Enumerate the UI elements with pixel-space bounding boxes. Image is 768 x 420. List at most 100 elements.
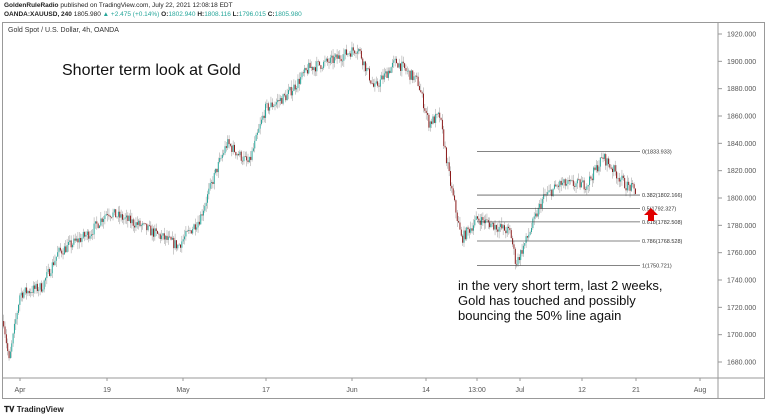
candle-body (273, 105, 275, 107)
candle-body (346, 49, 348, 55)
candle-body (378, 85, 380, 87)
candle-body (227, 139, 229, 148)
candle-body (464, 230, 466, 240)
candle-body (559, 180, 561, 187)
chart-frame (2, 22, 765, 399)
candle-body (212, 181, 214, 185)
candle-body (196, 227, 198, 230)
candle-body (158, 233, 160, 235)
candle-body (217, 161, 219, 173)
candle-body (63, 246, 65, 255)
y-tick-label: 1840.000 (727, 141, 756, 148)
candle-body (209, 183, 211, 189)
candle-body (486, 219, 488, 221)
candle-body (417, 76, 419, 86)
candle-body (66, 245, 68, 253)
candle-body (564, 179, 566, 186)
candle-body (215, 168, 217, 173)
y-tick-label: 1820.000 (727, 168, 756, 175)
candle-body (18, 304, 19, 313)
candle-body (72, 244, 73, 248)
candle-body (93, 223, 95, 235)
candle-body (321, 68, 323, 69)
note-line: bouncing the 50% line again (458, 308, 622, 323)
candle-body (394, 58, 396, 61)
candle-body (572, 180, 574, 186)
candle-body (189, 230, 191, 231)
candle-body (119, 211, 121, 218)
candle-body (73, 238, 75, 245)
c-label: C: (267, 11, 275, 18)
candle-body (491, 222, 493, 224)
x-tick-label: 19 (103, 387, 111, 394)
candle-body (265, 103, 267, 118)
candle-body (67, 242, 69, 246)
candle-body (261, 119, 262, 124)
candle-body (117, 211, 119, 217)
candle-body (94, 221, 96, 224)
candle-body (148, 225, 150, 226)
candle-body (618, 177, 620, 182)
candle-body (517, 257, 519, 265)
candle-body (628, 181, 630, 186)
candle-body (472, 225, 474, 231)
candle-body (460, 229, 462, 236)
candle-body (355, 53, 357, 54)
candle-body (327, 58, 329, 62)
candle-body (45, 278, 46, 281)
candle-body (336, 54, 338, 59)
candle-body (387, 70, 389, 78)
candle-body (78, 237, 80, 243)
candle-body (213, 172, 215, 185)
candle-body (516, 263, 518, 265)
candle-body (462, 235, 464, 243)
candle-body (435, 113, 437, 123)
publish-info: GoldenRuleRadio published on TradingView… (4, 2, 233, 9)
candle-body (342, 60, 343, 62)
candle-body (42, 289, 44, 292)
candle-body (116, 216, 118, 218)
candle-body (57, 252, 59, 257)
fib-level-label: 0.382(1802.166) (642, 193, 683, 199)
candle-body (518, 257, 520, 261)
candle-body (15, 319, 17, 324)
candle-body (198, 221, 200, 225)
candle-body (140, 225, 142, 227)
y-tick-label: 1860.000 (727, 114, 756, 121)
candle-body (247, 160, 249, 163)
candle-body (396, 58, 397, 64)
candle-body (142, 223, 144, 226)
candle-body (39, 283, 41, 290)
candle-body (475, 216, 477, 220)
x-tick-label: Aug (694, 387, 707, 394)
candle-body (104, 215, 106, 220)
candle-body (53, 262, 55, 266)
candle-body (285, 95, 287, 101)
candle-body (400, 63, 402, 71)
candle-body (186, 230, 188, 232)
candle-body (252, 148, 254, 151)
candle-body (224, 146, 226, 154)
candle-body (329, 57, 331, 63)
candle-body (319, 61, 321, 66)
candle-body (305, 68, 307, 70)
candle-body (526, 236, 528, 238)
candle-body (563, 179, 565, 183)
candle-body (19, 295, 21, 305)
candle-body (340, 58, 342, 62)
candle-body (540, 203, 542, 209)
fib-level-label: 0.618(1782.508) (642, 220, 683, 226)
candle-body (560, 180, 562, 185)
candle-body (88, 231, 90, 239)
fib-level-label: 0(1833.933) (642, 150, 672, 156)
candle-body (8, 351, 10, 359)
candle-body (576, 179, 578, 184)
candle-body (343, 54, 345, 61)
candle-body (393, 60, 395, 63)
candle-body (410, 70, 412, 80)
candle-body (205, 202, 207, 207)
candle-body (332, 55, 334, 63)
y-tick-label: 1680.000 (727, 360, 756, 367)
candle-body (432, 116, 434, 124)
